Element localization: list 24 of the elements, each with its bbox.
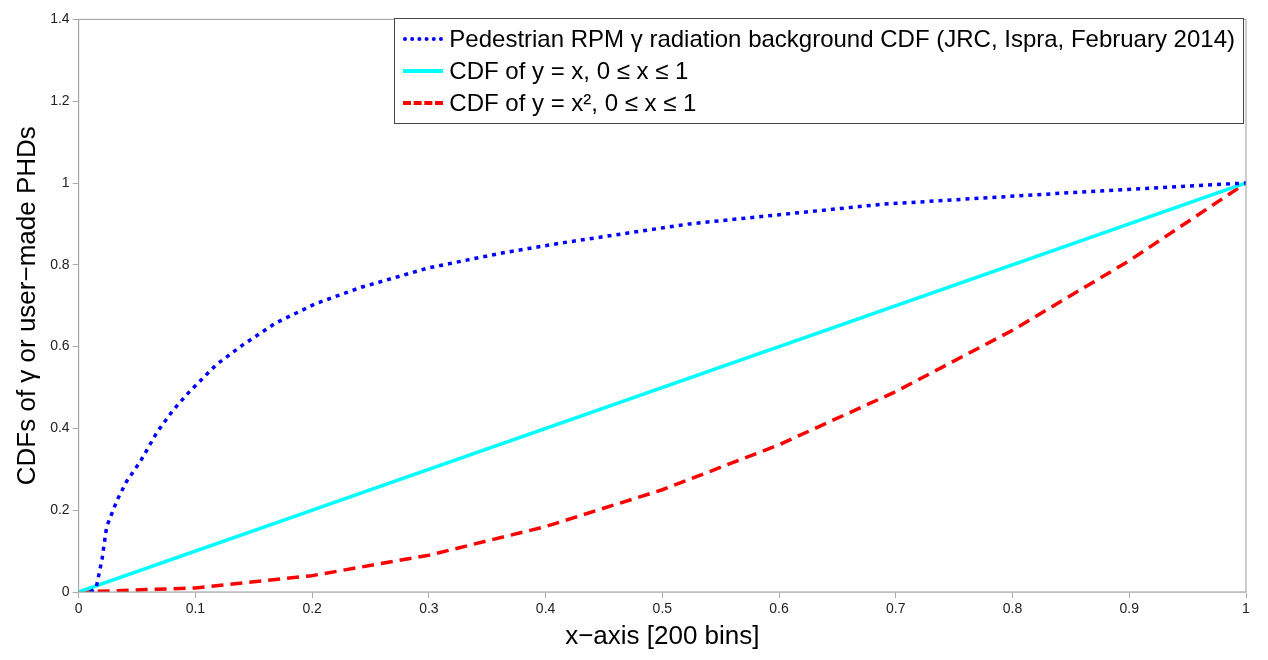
- legend-label: CDF of y = x, 0 ≤ x ≤ 1: [449, 57, 689, 85]
- x-tick-label: 0.4: [535, 600, 556, 617]
- y-tick-label: 1: [61, 173, 70, 190]
- x-tick-label: 0.7: [886, 600, 906, 617]
- x-tick-label: 0.3: [419, 600, 439, 617]
- y-tick-label: 0.4: [50, 419, 70, 436]
- x-tick-label: 0.6: [769, 600, 790, 617]
- y-tick-label: 1.4: [50, 10, 70, 27]
- x-axis-title: x−axis [200 bins]: [565, 619, 760, 650]
- y-tick-label: 0: [61, 582, 70, 599]
- x-tick-label: 0.2: [302, 600, 323, 617]
- y-tick-label: 1.2: [50, 92, 70, 109]
- y-tick-label: 0.8: [50, 255, 70, 272]
- legend-label: Pedestrian RPM γ radiation background CDF (JRC, Ispra, February 2014): [449, 25, 1235, 53]
- x-tick-label: 0.9: [1119, 600, 1140, 617]
- x-tick-label: 0.5: [652, 600, 673, 617]
- x-tick-label: 0.8: [1002, 600, 1023, 617]
- legend-label: CDF of y = x², 0 ≤ x ≤ 1: [449, 89, 697, 117]
- y-tick-label: 0.2: [50, 501, 70, 518]
- x-tick-label: 0.1: [185, 600, 206, 617]
- x-tick-label: 0: [74, 600, 83, 617]
- x-tick-label: 1: [1242, 600, 1251, 617]
- y-tick-label: 0.6: [50, 337, 70, 354]
- y-axis-title: CDFs of γ or user−made PHDs: [10, 126, 41, 486]
